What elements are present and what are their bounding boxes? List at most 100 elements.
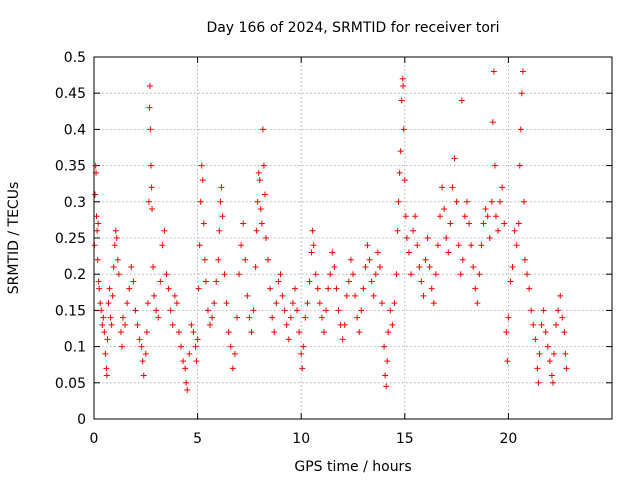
data-point <box>400 82 407 89</box>
data-point <box>94 227 101 234</box>
data-point <box>410 227 417 234</box>
data-point <box>520 198 527 205</box>
data-point <box>445 249 452 256</box>
data-point <box>466 220 473 227</box>
data-point <box>248 329 255 336</box>
data-point <box>102 350 109 357</box>
data-point <box>528 307 535 314</box>
data-point <box>416 263 423 270</box>
data-point <box>175 329 182 336</box>
data-point <box>389 321 396 328</box>
data-point <box>101 329 108 336</box>
data-point <box>503 329 510 336</box>
data-point <box>420 292 427 299</box>
y-tick-label: 0.25 <box>55 231 86 247</box>
data-point <box>497 198 504 205</box>
data-point <box>115 271 122 278</box>
data-point <box>559 314 566 321</box>
data-point <box>364 242 371 249</box>
data-point <box>111 242 118 249</box>
data-point <box>281 307 288 314</box>
y-tick-label: 0.3 <box>64 195 86 211</box>
chart-title: Day 166 of 2024, SRMTID for receiver tor… <box>206 20 499 36</box>
data-point <box>405 249 412 256</box>
data-point <box>165 285 172 292</box>
data-point <box>207 321 214 328</box>
y-tick-label: 0.1 <box>64 340 86 356</box>
data-point <box>188 321 195 328</box>
data-point <box>401 177 408 184</box>
data-point <box>501 220 508 227</box>
data-point <box>325 285 332 292</box>
data-point <box>562 350 569 357</box>
data-point <box>252 263 259 270</box>
data-point <box>530 321 537 328</box>
data-point <box>453 198 460 205</box>
data-point <box>261 191 268 198</box>
data-point <box>548 372 555 379</box>
data-point <box>343 292 350 299</box>
y-tick-label: 0.4 <box>64 122 86 138</box>
data-point <box>391 300 398 307</box>
data-point <box>428 285 435 292</box>
data-point <box>242 256 249 263</box>
data-point <box>198 162 205 169</box>
data-point <box>486 235 493 241</box>
data-point <box>403 235 410 241</box>
data-point <box>100 314 107 321</box>
data-point <box>339 336 346 343</box>
data-point <box>195 285 202 292</box>
data-point <box>519 68 526 75</box>
data-point <box>439 184 446 191</box>
data-point <box>381 343 388 350</box>
data-point <box>515 220 522 227</box>
data-point <box>147 126 154 133</box>
data-point <box>470 263 477 270</box>
data-point <box>126 285 133 292</box>
data-point <box>414 242 421 249</box>
data-point <box>534 365 541 372</box>
data-point <box>399 75 406 82</box>
data-point <box>283 321 290 328</box>
data-point <box>238 242 245 249</box>
data-point <box>298 350 305 357</box>
data-point <box>173 300 180 307</box>
data-point <box>94 256 101 263</box>
data-point <box>178 343 185 350</box>
data-point <box>540 307 547 314</box>
data-point <box>329 249 336 256</box>
data-point <box>117 329 124 336</box>
data-point <box>246 314 253 321</box>
data-point <box>509 263 516 270</box>
data-point <box>209 314 216 321</box>
data-point <box>455 242 462 249</box>
data-point <box>130 278 137 285</box>
data-point <box>258 220 265 227</box>
data-point <box>229 365 236 372</box>
data-point <box>240 220 247 227</box>
data-point <box>335 307 342 314</box>
data-point <box>356 329 363 336</box>
data-point <box>376 263 383 270</box>
data-point <box>358 307 365 314</box>
data-point <box>146 104 153 111</box>
data-point <box>148 184 155 191</box>
data-point <box>273 300 280 307</box>
data-point <box>108 321 115 328</box>
data-point <box>144 300 151 307</box>
data-point <box>304 300 311 307</box>
data-point <box>217 198 224 205</box>
y-tick-label: 0.2 <box>64 267 86 283</box>
data-point <box>557 292 564 299</box>
data-point <box>157 278 164 285</box>
data-point <box>122 321 129 328</box>
data-point <box>526 285 533 292</box>
data-point <box>461 213 468 220</box>
data-point <box>294 307 301 314</box>
data-point <box>218 184 225 191</box>
data-point <box>422 256 429 263</box>
y-tick-label: 0.5 <box>64 50 86 66</box>
data-point <box>370 292 377 299</box>
data-point <box>400 126 407 133</box>
